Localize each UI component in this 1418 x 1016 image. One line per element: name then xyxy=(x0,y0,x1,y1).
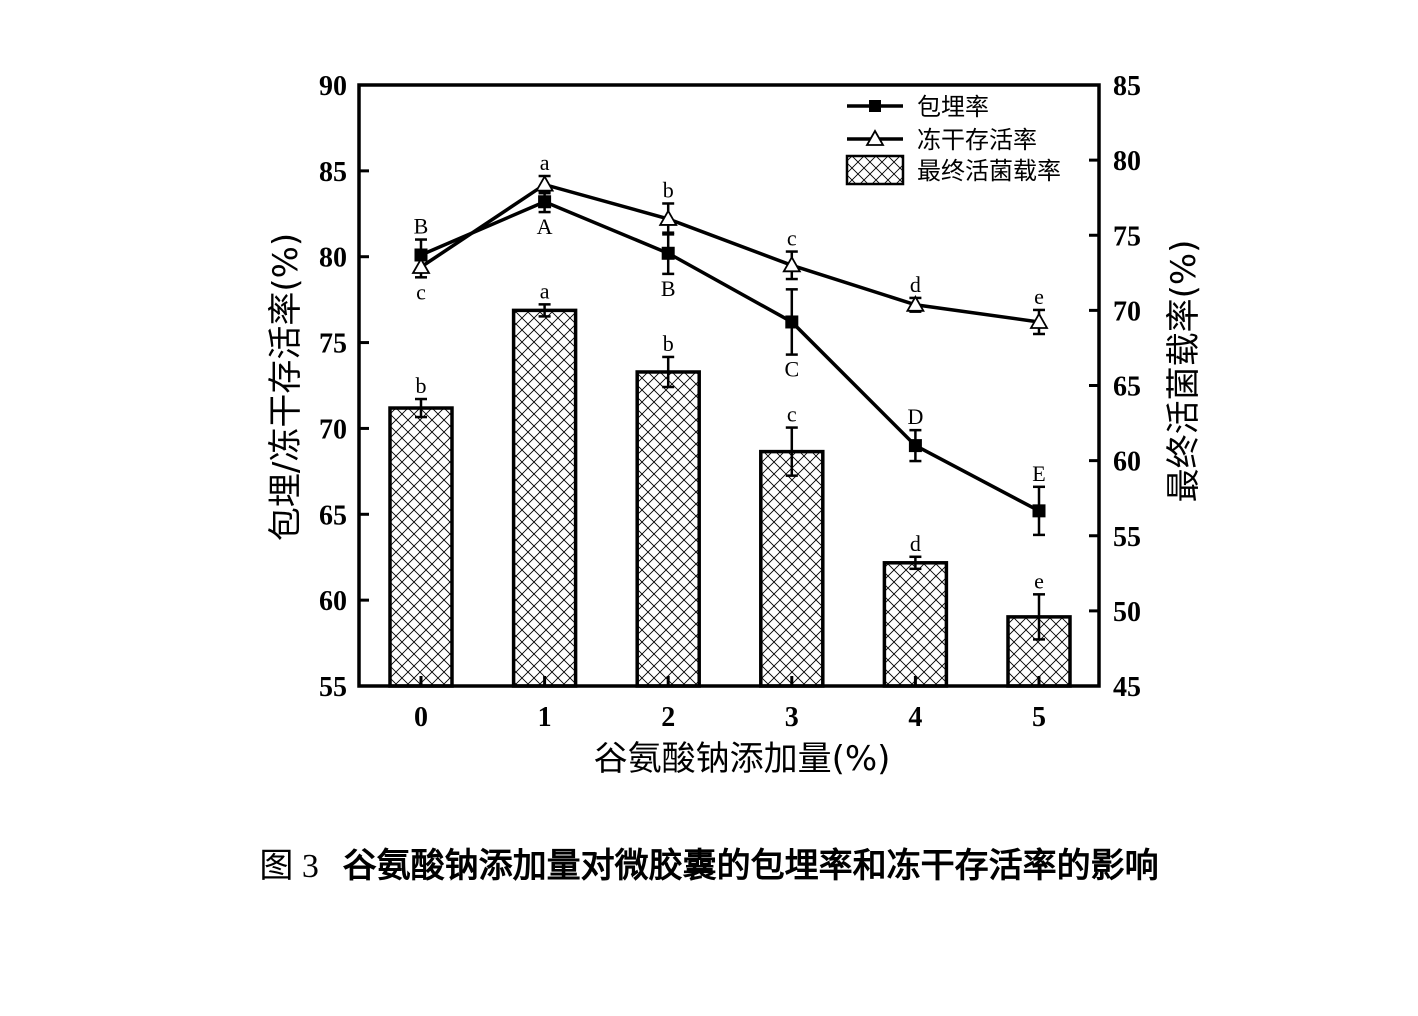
caption-text: 谷氨酸钠添加量对微胶囊的包埋率和冻干存活率的影响 xyxy=(342,846,1159,886)
caption-label: 图 3 xyxy=(259,848,319,885)
embedding-label-4: D xyxy=(907,404,923,429)
legend-item-embedding: 包埋率 xyxy=(847,93,989,121)
y-left-tick-label-75: 75 xyxy=(319,329,347,360)
y-axis-left-title: 包埋/冻干存活率(%) xyxy=(266,233,306,541)
x-tick-label-2: 2 xyxy=(661,702,675,733)
legend-label-survival: 冻干存活率 xyxy=(917,126,1037,154)
survival-point-5 xyxy=(1029,312,1049,329)
survival-point-1 xyxy=(535,174,555,192)
legend-item-survival: 冻干存活率 xyxy=(847,126,1037,154)
embedding-point-4 xyxy=(908,439,922,453)
survival-point-0 xyxy=(411,257,431,274)
bar-error-0 xyxy=(415,397,427,419)
bar-1 xyxy=(511,308,578,688)
bar-label-5: e xyxy=(1034,568,1044,593)
bar-0 xyxy=(388,406,454,688)
y-left-tick-label-70: 70 xyxy=(319,414,347,445)
legend-triangle-icon xyxy=(865,129,885,146)
legend-square-icon xyxy=(869,100,881,112)
y-right-tick-label-70: 70 xyxy=(1113,296,1141,327)
bar-label-1: a xyxy=(540,278,550,303)
bars-layer xyxy=(388,303,1072,688)
bar-label-2: b xyxy=(663,331,674,356)
x-tick-label-4: 4 xyxy=(908,702,922,733)
y-left-tick-label-60: 60 xyxy=(319,586,347,617)
labels-layer: b a b c d e B A B C D Ec a b c d e xyxy=(414,150,1046,593)
survival-label-5: e xyxy=(1034,284,1044,309)
embedding-point-5 xyxy=(1032,504,1046,518)
y-right-tick-label-80: 80 xyxy=(1113,146,1141,177)
legend-label-loading: 最终活菌载率 xyxy=(917,157,1061,185)
embedding-label-1: A xyxy=(537,214,553,239)
legend-label-embedding: 包埋率 xyxy=(917,93,989,121)
y-right-tick-label-50: 50 xyxy=(1113,597,1141,628)
legend-hatch-icon xyxy=(845,154,905,186)
survival-label-4: d xyxy=(910,272,921,297)
y-right-tick-label-45: 45 xyxy=(1113,672,1141,703)
legend-item-loading: 最终活菌载率 xyxy=(845,154,1061,186)
bar-2 xyxy=(635,370,701,688)
x-tick-label-5: 5 xyxy=(1032,702,1046,733)
x-tick-label-3: 3 xyxy=(785,702,799,733)
embedding-point-1 xyxy=(538,195,552,209)
y-right-tick-label-65: 65 xyxy=(1113,372,1141,403)
bar-label-0: b xyxy=(416,373,427,398)
bar-label-3: c xyxy=(787,402,797,427)
y-left-tick-label-80: 80 xyxy=(319,243,347,274)
y-left-tick-label-65: 65 xyxy=(319,500,347,531)
bar-error-1 xyxy=(538,303,551,318)
embedding-label-5: E xyxy=(1032,461,1045,486)
survival-point-3 xyxy=(782,255,802,273)
y-right-tick-label-85: 85 xyxy=(1113,71,1141,102)
y-axis-right-title: 最终活菌载率(%) xyxy=(1164,240,1204,503)
embedding-label-2: B xyxy=(661,276,676,301)
x-tick-label-1: 1 xyxy=(538,702,552,733)
survival-label-3: c xyxy=(787,226,797,251)
survival-point-2 xyxy=(658,209,678,226)
embedding-label-0: B xyxy=(414,214,429,239)
x-tick-label-0: 0 xyxy=(414,702,428,733)
survival-label-1: a xyxy=(540,150,550,175)
bar-error-4 xyxy=(909,555,922,571)
bar-error-5 xyxy=(1033,593,1045,641)
embedding-point-3 xyxy=(785,315,799,329)
x-axis-title: 谷氨酸钠添加量(%) xyxy=(594,739,891,779)
lines-layer xyxy=(411,174,1049,537)
bar-4 xyxy=(882,561,949,688)
y-right-tick-label-75: 75 xyxy=(1113,221,1141,252)
survival-point-4 xyxy=(905,294,925,312)
bar-error-3 xyxy=(785,426,798,477)
line-embedding xyxy=(420,199,1040,513)
bar-label-4: d xyxy=(910,531,921,556)
bar-error-2 xyxy=(662,355,675,389)
figure-caption: 图 3 谷氨酸钠添加量对微胶囊的包埋率和冻干存活率的影响 xyxy=(0,838,1418,887)
bar-3 xyxy=(759,449,825,688)
survival-label-2: b xyxy=(663,177,674,202)
y-left-tick-label-85: 85 xyxy=(319,157,347,188)
y-left-tick-label-55: 55 xyxy=(319,672,347,703)
survival-label-0: c xyxy=(416,279,426,304)
embedding-label-3: C xyxy=(784,357,799,382)
embedding-point-2 xyxy=(661,246,675,260)
y-right-tick-label-55: 55 xyxy=(1113,522,1141,553)
embedding-point-0 xyxy=(414,248,428,262)
y-left-tick-label-90: 90 xyxy=(319,71,347,102)
line-survival xyxy=(420,182,1040,324)
y-right-tick-label-60: 60 xyxy=(1113,447,1141,478)
